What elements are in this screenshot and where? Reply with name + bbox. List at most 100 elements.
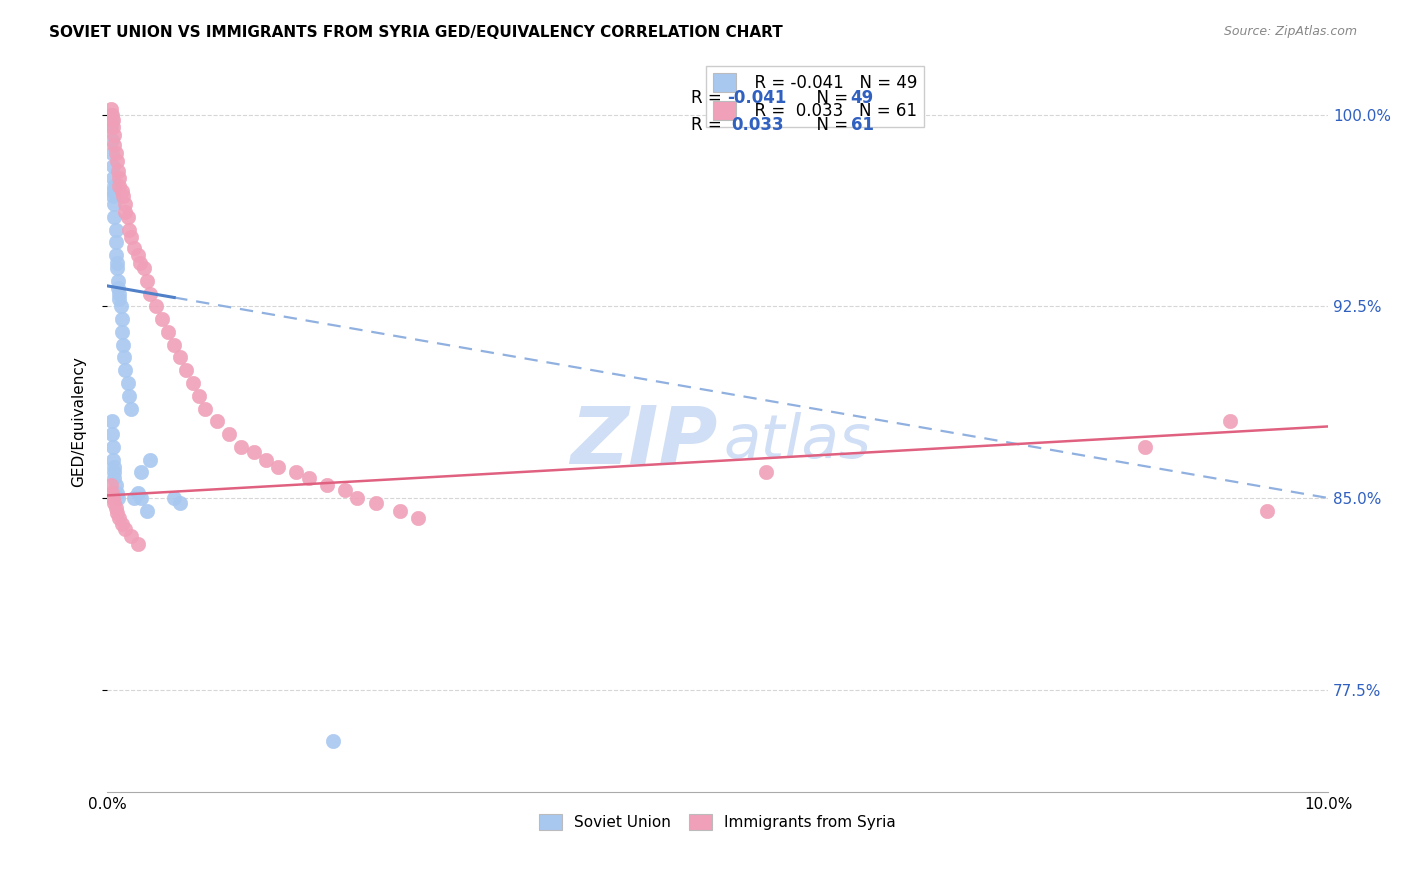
Y-axis label: GED/Equivalency: GED/Equivalency xyxy=(72,356,86,487)
Point xyxy=(121,401,143,416)
Point xyxy=(163,337,186,351)
Point xyxy=(101,112,124,127)
Point xyxy=(129,491,152,505)
Text: N =: N = xyxy=(806,88,853,106)
Point xyxy=(101,107,124,121)
Point xyxy=(108,286,131,301)
Point xyxy=(176,363,198,377)
Point xyxy=(122,491,145,505)
Point xyxy=(111,337,134,351)
Point xyxy=(101,184,124,198)
Point xyxy=(114,522,136,536)
Point xyxy=(107,164,129,178)
Point xyxy=(346,491,368,505)
Point xyxy=(136,504,159,518)
Point xyxy=(103,460,125,475)
Point xyxy=(101,133,124,147)
Point xyxy=(101,120,124,135)
Point xyxy=(107,274,129,288)
Point xyxy=(755,466,778,480)
Point xyxy=(335,483,357,498)
Point xyxy=(100,478,122,492)
Point xyxy=(100,103,122,117)
Point xyxy=(150,312,173,326)
Point xyxy=(231,440,253,454)
Point xyxy=(103,466,125,480)
Point xyxy=(114,197,136,211)
Text: 61: 61 xyxy=(851,116,873,134)
Point xyxy=(100,120,122,135)
Point xyxy=(103,470,125,484)
Point xyxy=(103,210,125,224)
Point xyxy=(103,179,125,194)
Point xyxy=(105,153,128,168)
Text: R =: R = xyxy=(690,116,727,134)
Point xyxy=(163,491,186,505)
Point xyxy=(101,414,124,428)
Point xyxy=(108,179,131,194)
Point xyxy=(103,128,125,142)
Point xyxy=(285,466,308,480)
Point xyxy=(104,478,127,492)
Point xyxy=(100,107,122,121)
Point xyxy=(101,145,124,160)
Point xyxy=(187,389,209,403)
Point xyxy=(194,401,217,416)
Text: atlas: atlas xyxy=(724,412,872,471)
Point xyxy=(101,171,124,186)
Point xyxy=(118,389,141,403)
Text: ZIP: ZIP xyxy=(571,403,717,481)
Point xyxy=(139,286,162,301)
Point xyxy=(139,452,162,467)
Point xyxy=(101,427,124,442)
Point xyxy=(121,529,143,543)
Point xyxy=(315,478,337,492)
Point xyxy=(107,491,129,505)
Point xyxy=(122,240,145,254)
Point xyxy=(111,184,134,198)
Point xyxy=(104,222,127,236)
Point xyxy=(101,189,124,203)
Point xyxy=(389,504,412,518)
Point xyxy=(110,299,132,313)
Point xyxy=(114,363,136,377)
Point xyxy=(104,248,127,262)
Point xyxy=(105,486,128,500)
Point xyxy=(103,138,125,153)
Point xyxy=(112,351,135,365)
Point xyxy=(1219,414,1241,428)
Legend: Soviet Union, Immigrants from Syria: Soviet Union, Immigrants from Syria xyxy=(533,808,903,836)
Text: 49: 49 xyxy=(851,88,875,106)
Point xyxy=(127,486,149,500)
Point xyxy=(111,189,134,203)
Point xyxy=(127,248,149,262)
Point xyxy=(129,256,152,270)
Point xyxy=(157,325,180,339)
Point xyxy=(136,274,159,288)
Point xyxy=(111,516,134,531)
Point xyxy=(118,222,141,236)
Point xyxy=(121,230,143,244)
Point xyxy=(104,501,127,516)
Point xyxy=(101,452,124,467)
Point xyxy=(104,235,127,250)
Point xyxy=(101,486,124,500)
Point xyxy=(169,351,191,365)
Point xyxy=(104,145,127,160)
Point xyxy=(145,299,167,313)
Point xyxy=(108,511,131,525)
Text: N =: N = xyxy=(806,116,853,134)
Point xyxy=(127,537,149,551)
Point xyxy=(169,496,191,510)
Point xyxy=(101,491,124,505)
Point xyxy=(108,292,131,306)
Point xyxy=(242,445,264,459)
Point xyxy=(105,506,128,520)
Point xyxy=(114,204,136,219)
Text: SOVIET UNION VS IMMIGRANTS FROM SYRIA GED/EQUIVALENCY CORRELATION CHART: SOVIET UNION VS IMMIGRANTS FROM SYRIA GE… xyxy=(49,25,783,40)
Text: R =: R = xyxy=(690,88,727,106)
Point xyxy=(105,260,128,275)
Point xyxy=(129,466,152,480)
Point xyxy=(103,496,125,510)
Point xyxy=(1256,504,1278,518)
